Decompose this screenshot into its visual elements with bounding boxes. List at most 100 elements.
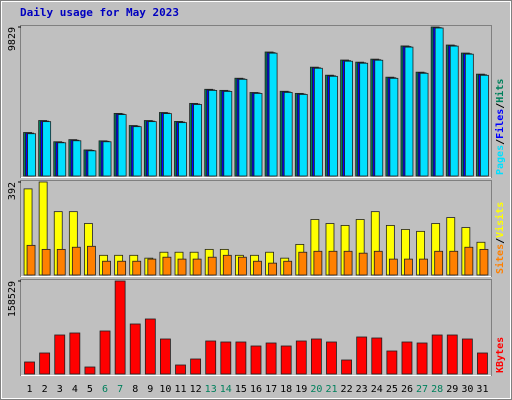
- bar: [175, 364, 186, 375]
- bar: [192, 258, 202, 276]
- x-tick-label: 11: [174, 384, 186, 395]
- x-tick-label: 29: [446, 384, 458, 395]
- bar: [102, 141, 112, 177]
- bar: [54, 334, 66, 375]
- x-tick-label: 23: [356, 384, 368, 395]
- bar: [389, 77, 399, 177]
- bar: [178, 122, 187, 177]
- bar: [434, 250, 444, 276]
- bar: [326, 341, 337, 375]
- x-tick-label: 20: [310, 384, 322, 395]
- x-tick-label: 16: [250, 384, 262, 395]
- x-tick-label: 22: [341, 384, 353, 395]
- x-tick-label: 10: [159, 384, 171, 395]
- bar: [404, 258, 413, 276]
- bar: [87, 245, 96, 276]
- x-tick-label: 30: [461, 384, 473, 395]
- x-tick-label: 6: [102, 384, 108, 395]
- bar: [27, 133, 36, 177]
- bar: [253, 260, 262, 276]
- bar: [416, 342, 428, 375]
- bar: [205, 340, 217, 375]
- bar: [310, 338, 322, 375]
- legend-separator: /: [495, 139, 506, 145]
- x-tick-label: 12: [190, 384, 202, 395]
- bar: [404, 46, 414, 177]
- bar: [265, 342, 277, 375]
- x-tick-label: 7: [117, 384, 123, 395]
- legend: KBytes: [495, 337, 506, 373]
- x-tick-label: 13: [205, 384, 217, 395]
- legend-entry: Visits: [494, 202, 506, 238]
- legend: Pages/Files/Hits: [494, 79, 506, 175]
- bar: [162, 256, 172, 276]
- bar: [207, 256, 217, 276]
- legend-entry: Pages: [495, 145, 506, 175]
- bar: [208, 90, 218, 177]
- bar: [480, 74, 489, 177]
- bar: [163, 113, 172, 177]
- bar: [250, 345, 262, 375]
- bar: [268, 262, 277, 276]
- legend-separator: /: [495, 238, 506, 244]
- bar: [356, 336, 368, 375]
- x-tick-label: 18: [280, 384, 292, 395]
- bar: [177, 258, 187, 276]
- x-tick-label: 28: [431, 384, 443, 395]
- bar: [298, 251, 308, 276]
- x-tick-label: 5: [87, 384, 93, 395]
- x-tick-label: 3: [57, 384, 63, 395]
- bar: [358, 252, 368, 276]
- bar: [461, 338, 473, 375]
- bar: [464, 53, 474, 177]
- x-tick-label: 27: [416, 384, 428, 395]
- bar: [190, 358, 202, 375]
- legend-entry: Hits: [494, 79, 506, 103]
- bar: [359, 62, 369, 177]
- bar: [371, 337, 383, 375]
- bar: [280, 345, 292, 375]
- bar: [283, 260, 293, 276]
- bar: [434, 27, 444, 177]
- legend-entry: Sites: [494, 244, 506, 274]
- bar: [431, 334, 443, 375]
- bar: [313, 67, 323, 177]
- bar: [99, 330, 111, 375]
- y-tick-label: 392: [7, 182, 18, 200]
- bar: [26, 244, 36, 276]
- legend: Sites/Visits: [494, 202, 506, 274]
- bar: [446, 334, 458, 375]
- bar: [39, 352, 51, 375]
- bar: [223, 91, 233, 177]
- legend-separator: /: [495, 103, 506, 109]
- bar: [313, 250, 323, 276]
- bar: [220, 341, 232, 375]
- x-tick-label: 15: [235, 384, 247, 395]
- bar: [328, 250, 338, 276]
- bar: [477, 352, 488, 375]
- bar: [114, 280, 126, 375]
- y-tick-label: 158529: [7, 281, 18, 317]
- y-tick-label: 9829: [7, 27, 18, 51]
- x-tick-label: 17: [265, 384, 277, 395]
- x-tick-label: 4: [72, 384, 78, 395]
- bar: [449, 45, 459, 177]
- bar: [57, 142, 67, 177]
- bar: [235, 341, 247, 375]
- x-tick-label: 1: [27, 384, 33, 395]
- panel: [20, 180, 492, 277]
- bar: [238, 256, 247, 276]
- legend-entry: Files: [494, 109, 506, 139]
- bar: [117, 114, 127, 177]
- bar: [132, 260, 142, 276]
- bar: [449, 250, 459, 276]
- bar: [253, 93, 263, 177]
- bar: [344, 60, 353, 177]
- bar: [69, 332, 81, 375]
- bar: [295, 340, 307, 375]
- bar: [268, 52, 278, 177]
- bar: [419, 72, 429, 177]
- bar: [343, 250, 353, 276]
